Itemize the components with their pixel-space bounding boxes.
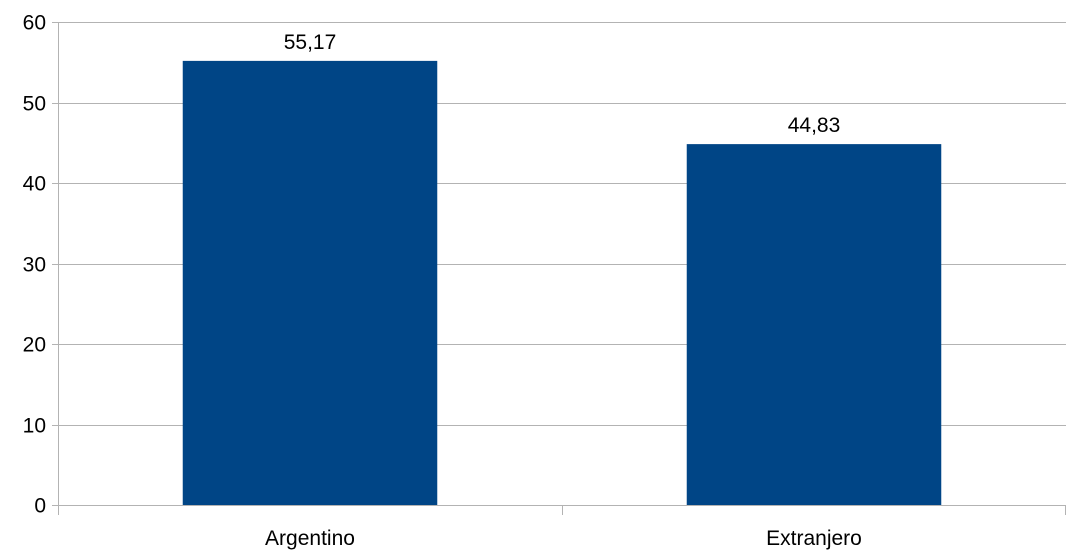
- data-label: 44,83: [788, 114, 841, 137]
- bar-extranjero: [686, 144, 942, 505]
- y-tick-label: 10: [23, 415, 46, 438]
- y-tick-label: 0: [34, 495, 46, 518]
- x-category-label: Extranjero: [766, 527, 862, 550]
- axes: [58, 22, 1066, 515]
- data-label: 55,17: [284, 31, 337, 54]
- y-tick-label: 30: [23, 254, 46, 277]
- labels: 0 10 20 30 40 50 60 55,17 Argentino 44,83 Extranje…: [23, 12, 862, 551]
- y-tick-label: 40: [23, 173, 46, 196]
- x-category-label: Argentino: [265, 527, 355, 550]
- y-tick-label: 50: [23, 93, 46, 116]
- bars: [182, 60, 942, 505]
- y-tick-label: 20: [23, 334, 46, 357]
- y-tick-label: 60: [23, 12, 46, 35]
- bar-argentino: [182, 60, 438, 505]
